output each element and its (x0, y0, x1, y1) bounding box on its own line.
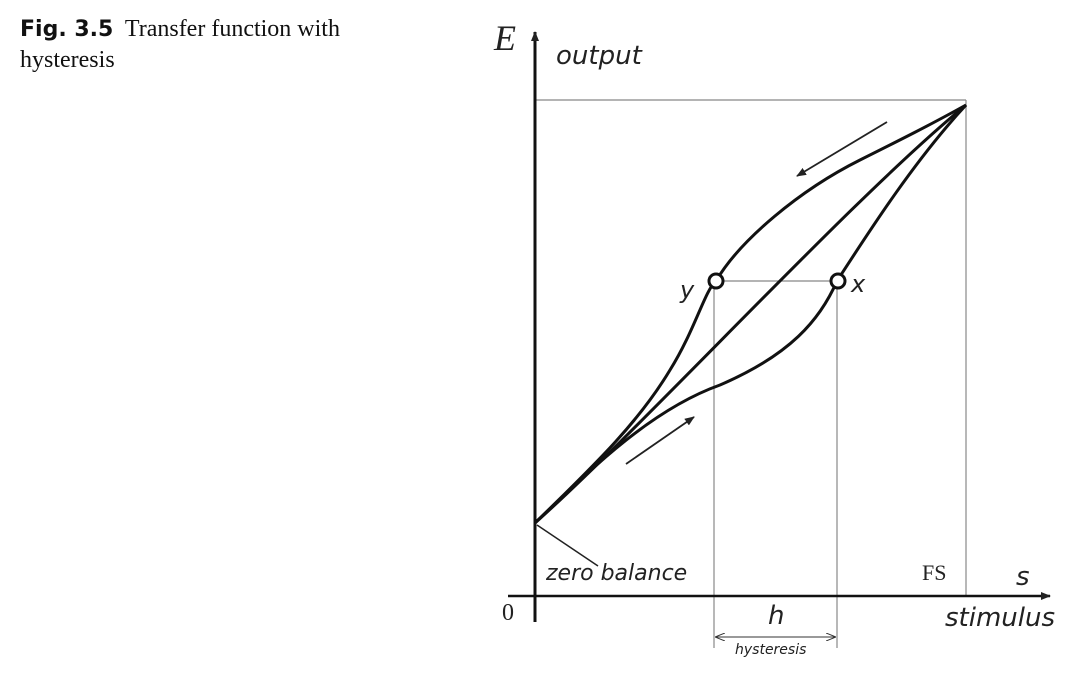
descending-hysteresis-curve (533, 103, 967, 525)
axis-x-label: stimulus (945, 603, 1055, 633)
point-x-label: x (850, 270, 866, 298)
axis-y-symbol: E (493, 18, 516, 58)
descending-direction-arrow (796, 121, 888, 177)
hysteresis-label: hysteresis (735, 642, 806, 658)
zero-balance-leader-line (536, 524, 599, 567)
point-x-marker (829, 272, 847, 290)
axis-y-label: output (556, 41, 643, 71)
zero-balance-label: zero balance (545, 561, 687, 586)
figure-caption: Fig. 3.5 Transfer function with hysteres… (20, 14, 350, 75)
figure-caption-text: Transfer function with hysteresis (20, 16, 340, 73)
point-y-label: y (679, 276, 695, 304)
point-y-marker (707, 272, 725, 290)
full-scale-label: FS (922, 560, 946, 585)
ascending-direction-arrow (625, 416, 695, 465)
ascending-hysteresis-curve (533, 103, 968, 525)
hysteresis-symbol: h (768, 601, 784, 631)
axis-x-symbol: s (1016, 562, 1030, 592)
figure-number: Fig. 3.5 (20, 17, 114, 42)
origin-label: 0 (502, 600, 514, 626)
